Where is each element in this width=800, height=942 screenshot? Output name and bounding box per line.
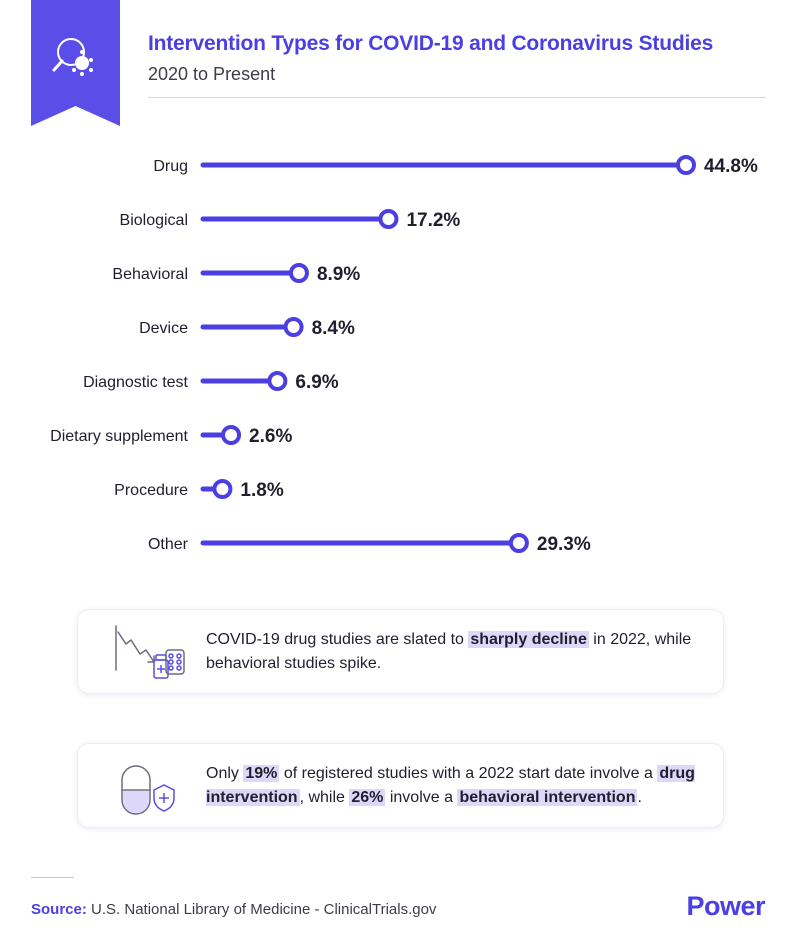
value-label: 2.6% (249, 426, 292, 447)
declining-chart-pills-icon (115, 625, 185, 679)
callout-phrase: of registered studies with a 2022 start … (279, 765, 658, 782)
value-label: 1.8% (240, 480, 283, 501)
lollipop-head (288, 263, 309, 283)
highlighted-phrase: 19% (243, 765, 280, 782)
callout-text: COVID-19 drug studies are slated to shar… (206, 628, 716, 676)
lollipop-head (378, 209, 399, 229)
category-label: Procedure (114, 482, 188, 499)
lollipop-head (212, 479, 233, 499)
category-label: Device (139, 320, 188, 337)
lollipop-head (221, 425, 242, 445)
lollipop-chart: Drug 44.8% Biological 17.2% Behavioral 8.9% De… (50, 155, 758, 555)
chart-subtitle: 2020 to Present (148, 64, 276, 84)
power-logo: Power (686, 891, 765, 921)
title-divider (148, 97, 766, 98)
callout-phrase: COVID-19 drug studies are slated to (206, 631, 469, 648)
lollipop-head (267, 371, 288, 391)
category-label: Biological (120, 212, 188, 229)
source-text: U.S. National Library of Medicine - Clin… (86, 901, 437, 918)
value-label: 17.2% (406, 210, 460, 231)
value-label: 44.8% (704, 156, 758, 177)
lollipop-head (508, 533, 529, 553)
category-label: Drug (153, 158, 188, 175)
callout-study-share: Only 19% of registered studies with a 20… (77, 743, 724, 828)
capsule-shield-icon (121, 765, 175, 815)
source-label: Source: (31, 901, 87, 918)
callout-phrase: involve a (385, 789, 458, 806)
value-label: 6.9% (295, 372, 338, 393)
lollipop-head (676, 155, 696, 175)
callout-phrase: , while (299, 789, 350, 806)
header-banner (31, 0, 120, 126)
lollipop-head (283, 317, 304, 337)
callout-phrase: in 2022, while behavioral studies spike. (206, 631, 692, 672)
footer-divider (31, 877, 74, 878)
magnifier-virus-icon (52, 38, 93, 76)
value-label: 8.9% (317, 264, 360, 285)
category-label: Other (148, 536, 189, 553)
callout-drug-decline: COVID-19 drug studies are slated to shar… (77, 609, 724, 694)
highlighted-phrase: sharply decline (468, 631, 589, 648)
callout-phrase: Only (206, 765, 244, 782)
category-label: Diagnostic test (83, 374, 188, 391)
value-label: 29.3% (537, 534, 591, 555)
callout-text: Only 19% of registered studies with a 20… (206, 762, 716, 810)
highlighted-phrase: 26% (349, 789, 386, 806)
source-line: Source: U.S. National Library of Medicin… (31, 901, 436, 918)
category-label: Dietary supplement (50, 428, 188, 445)
category-label: Behavioral (112, 266, 188, 283)
callout-phrase: . (637, 789, 642, 806)
value-label: 8.4% (312, 318, 355, 339)
highlighted-phrase: behavioral intervention (457, 789, 638, 806)
chart-title: Intervention Types for COVID-19 and Coro… (148, 32, 714, 55)
